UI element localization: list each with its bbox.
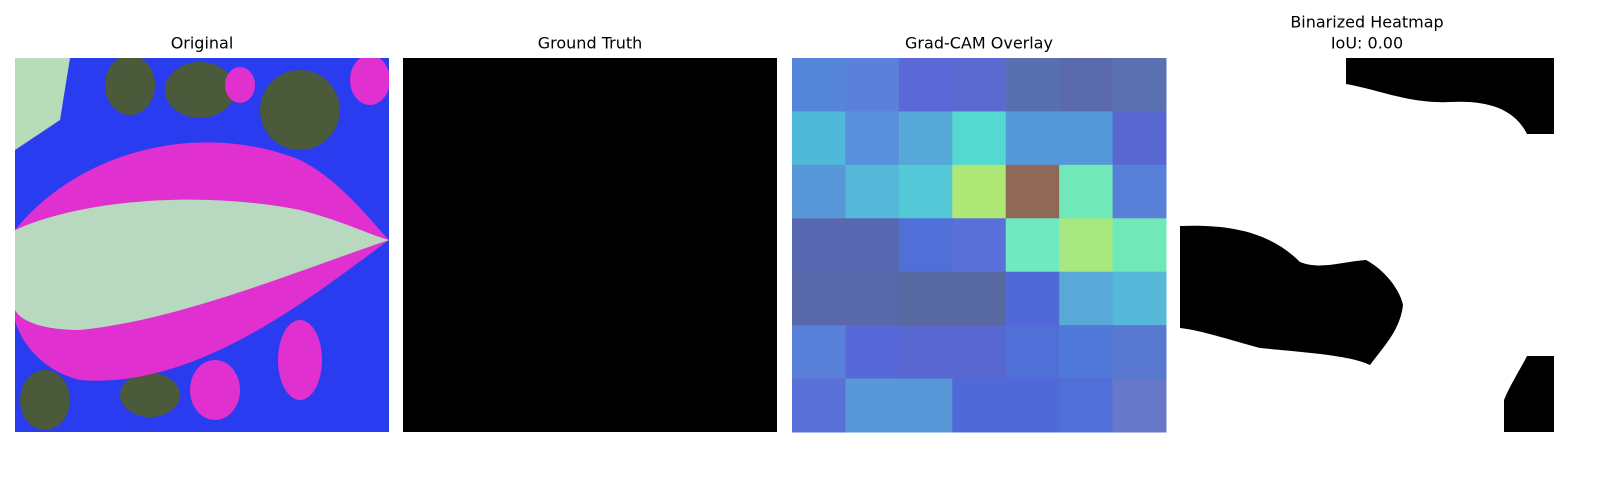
heatmap-cell bbox=[1059, 218, 1114, 273]
mask-region bbox=[1504, 356, 1554, 432]
heatmap-cell bbox=[792, 271, 846, 326]
heatmap-cell bbox=[1005, 58, 1060, 112]
heatmap-cell bbox=[1005, 164, 1060, 219]
heatmap-cell bbox=[1005, 378, 1060, 433]
heatmap-cell bbox=[845, 218, 900, 273]
blob bbox=[105, 58, 155, 115]
blob bbox=[15, 58, 70, 150]
heatmap-cell bbox=[1059, 58, 1114, 112]
binarized-image bbox=[1180, 58, 1554, 432]
panel-title: Original bbox=[171, 34, 234, 53]
heatmap-cell bbox=[1112, 218, 1167, 273]
heatmap-cell bbox=[1059, 378, 1114, 433]
blob bbox=[260, 70, 340, 150]
heatmap-cell bbox=[792, 378, 846, 433]
heatmap-cell bbox=[792, 164, 846, 219]
blob bbox=[120, 373, 180, 417]
original-image bbox=[15, 58, 389, 432]
blob bbox=[350, 58, 389, 105]
panel-title: Binarized Heatmap bbox=[1290, 13, 1443, 32]
heatmap-cell bbox=[952, 325, 1007, 380]
mask-region bbox=[1180, 225, 1403, 365]
heatmap-cell bbox=[845, 164, 900, 219]
blob bbox=[278, 320, 322, 400]
heatmap-cell bbox=[792, 111, 846, 166]
heatmap-cell bbox=[898, 271, 953, 326]
panel-title: Grad-CAM Overlay bbox=[905, 34, 1053, 53]
heatmap-cell bbox=[845, 325, 900, 380]
heatmap-cell bbox=[792, 218, 846, 273]
heatmap-cell bbox=[952, 378, 1007, 433]
heatmap-cell bbox=[952, 164, 1007, 219]
panel-title: Ground Truth bbox=[538, 34, 643, 53]
heatmap-cell bbox=[1112, 271, 1167, 326]
heatmap-cell bbox=[792, 58, 846, 112]
heatmap-cell bbox=[1112, 111, 1167, 166]
heatmap-cell bbox=[898, 218, 953, 273]
heatmap-cell bbox=[952, 58, 1007, 112]
heatmap-cell bbox=[1005, 325, 1060, 380]
heatmap-cell bbox=[845, 58, 900, 112]
heatmap-cell bbox=[952, 218, 1007, 273]
blob bbox=[165, 62, 235, 118]
heatmap-cell bbox=[1059, 111, 1114, 166]
blob bbox=[225, 67, 255, 103]
heatmap-cell bbox=[1112, 325, 1167, 380]
heatmap-cell bbox=[845, 111, 900, 166]
mask-region bbox=[1346, 58, 1554, 134]
heatmap-cell bbox=[1059, 325, 1114, 380]
gradcam-image bbox=[792, 58, 1167, 433]
blob bbox=[325, 260, 389, 360]
panel-subtitle: IoU: 0.00 bbox=[1331, 34, 1403, 53]
heatmap-cell bbox=[952, 271, 1007, 326]
heatmap-cell bbox=[952, 111, 1007, 166]
heatmap-cell bbox=[1005, 111, 1060, 166]
heatmap-cell bbox=[845, 378, 900, 433]
heatmap-cell bbox=[1059, 271, 1114, 326]
heatmap-cell bbox=[1112, 378, 1167, 433]
leaf bbox=[15, 199, 389, 330]
ground-truth-image bbox=[403, 58, 777, 432]
heatmap-cell bbox=[792, 325, 846, 380]
heatmap-cell bbox=[1005, 271, 1060, 326]
heatmap-cell bbox=[1005, 218, 1060, 273]
heatmap-cell bbox=[898, 58, 953, 112]
heatmap-cell bbox=[845, 271, 900, 326]
heatmap-cell bbox=[898, 111, 953, 166]
blob bbox=[20, 370, 70, 430]
heatmap-cell bbox=[1059, 164, 1114, 219]
heatmap-cell bbox=[898, 378, 953, 433]
heatmap-cell bbox=[898, 164, 953, 219]
heatmap-cell bbox=[1112, 58, 1167, 112]
blob bbox=[190, 360, 240, 420]
heatmap-cell bbox=[898, 325, 953, 380]
heatmap-cell bbox=[1112, 164, 1167, 219]
